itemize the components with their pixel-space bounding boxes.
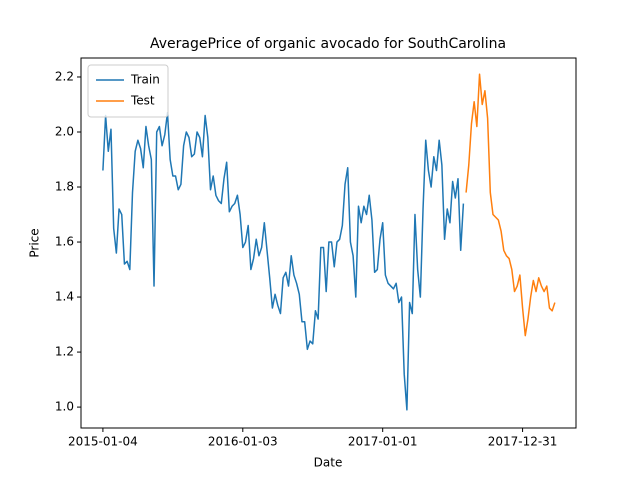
y-tick-label: 1.6 [55,235,74,249]
y-tick-label: 1.4 [55,290,74,304]
data-line [102,111,465,411]
y-tick-label: 1.8 [55,180,74,194]
x-tick-label: 2015-01-04 [68,435,138,449]
x-axis-label: Date [314,456,343,470]
legend-box [87,64,169,118]
y-tick-label: 2.0 [55,125,74,139]
y-tick-label: 2.2 [55,69,74,83]
data-line [465,73,556,337]
y-tick-label: 1.2 [55,345,74,359]
y-tick-label: 1.0 [55,400,74,414]
y-axis-label: Price [28,228,42,257]
chart-title: AveragePrice of organic avocado for Sout… [150,36,506,52]
axes-frame [80,57,577,429]
x-tick-label: 2017-01-01 [348,435,418,449]
x-tick-label: 2016-01-03 [208,435,278,449]
legend-label: Train [130,73,160,87]
x-tick-label: 2017-12-31 [488,435,558,449]
legend-label: Test [130,94,155,108]
